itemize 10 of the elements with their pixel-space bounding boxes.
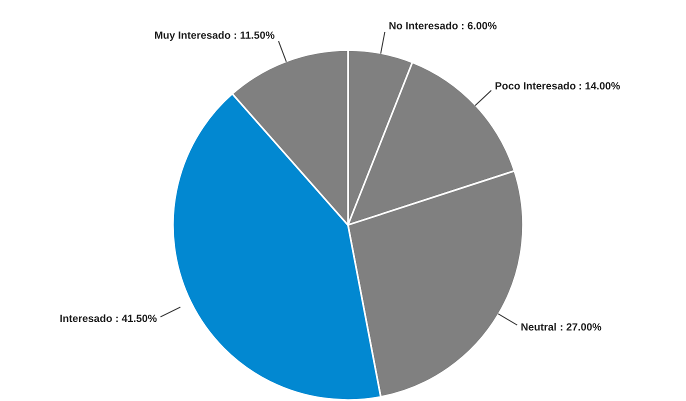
data-label: : 27.00% bbox=[560, 323, 602, 331]
slice-label: Interesado bbox=[60, 314, 112, 322]
slice-label: Poco Interesado bbox=[496, 82, 576, 90]
data-label: : 6.00% bbox=[462, 22, 497, 30]
slice-label: No Interesado bbox=[389, 22, 458, 30]
data-label: : 11.50% bbox=[234, 31, 274, 39]
slice-label: Muy Interesado bbox=[155, 31, 230, 41]
slice-label: Neutral bbox=[521, 322, 556, 331]
data-label: : 41.50% bbox=[116, 314, 157, 322]
data-label: : 14.00% bbox=[580, 82, 620, 90]
